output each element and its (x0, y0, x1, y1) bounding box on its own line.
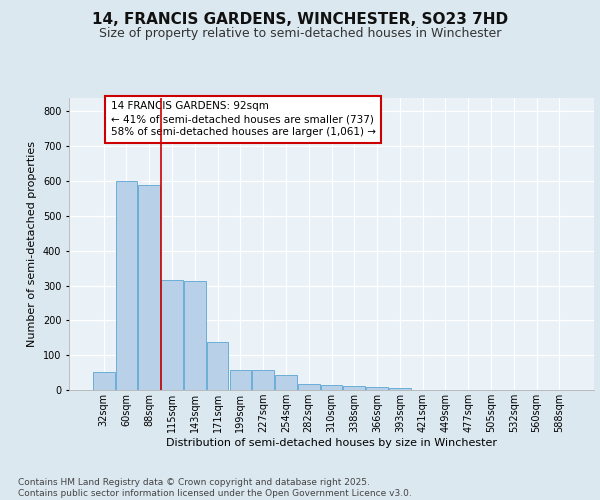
X-axis label: Distribution of semi-detached houses by size in Winchester: Distribution of semi-detached houses by … (166, 438, 497, 448)
Bar (139, 184, 160, 390)
Bar (116, 180, 137, 390)
Bar (366, 386, 388, 390)
Text: Contains HM Land Registry data © Crown copyright and database right 2025.
Contai: Contains HM Land Registry data © Crown c… (18, 478, 412, 498)
Bar (253, 370, 274, 390)
Bar (389, 388, 410, 390)
Y-axis label: Number of semi-detached properties: Number of semi-detached properties (28, 141, 37, 347)
Bar (298, 384, 320, 390)
Bar (230, 370, 251, 390)
Bar (207, 342, 229, 390)
Text: Size of property relative to semi-detached houses in Winchester: Size of property relative to semi-detach… (99, 28, 501, 40)
Bar (161, 280, 183, 390)
Bar (275, 376, 297, 390)
Bar (343, 386, 365, 390)
Text: 14, FRANCIS GARDENS, WINCHESTER, SO23 7HD: 14, FRANCIS GARDENS, WINCHESTER, SO23 7H… (92, 12, 508, 28)
Text: 14 FRANCIS GARDENS: 92sqm
← 41% of semi-detached houses are smaller (737)
58% of: 14 FRANCIS GARDENS: 92sqm ← 41% of semi-… (110, 101, 376, 138)
Bar (184, 281, 206, 390)
Bar (320, 385, 343, 390)
Bar (93, 372, 115, 390)
